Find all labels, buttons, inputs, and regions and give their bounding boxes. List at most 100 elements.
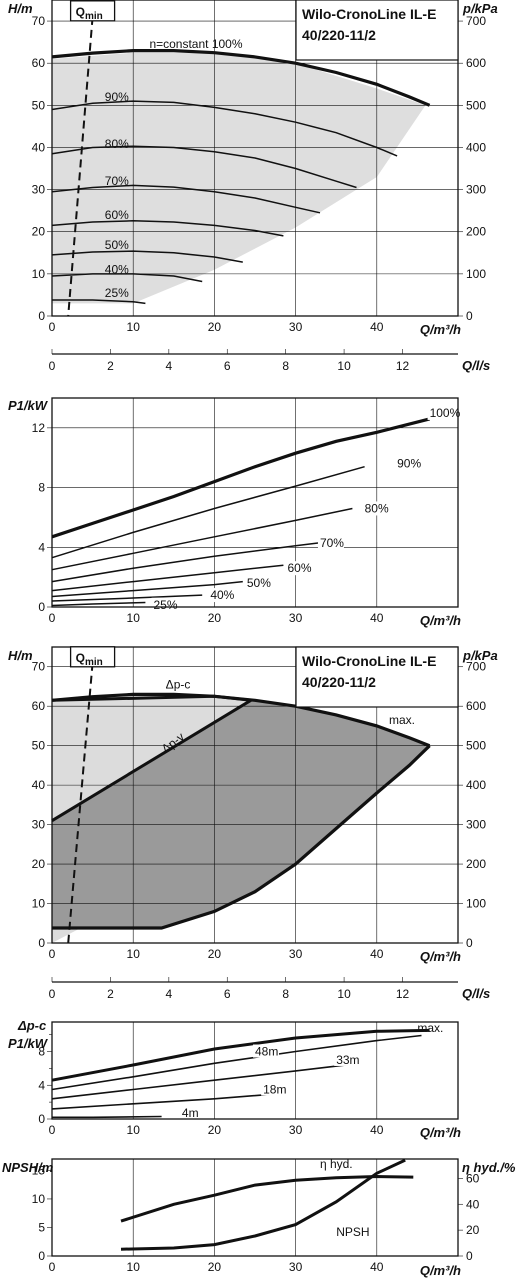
x-tick-label: 30 (289, 320, 303, 334)
dp-c-line (51, 694, 252, 702)
y2-axis-title: p/kPa (462, 1, 498, 16)
power-curve-60 (51, 564, 284, 592)
power-curve-label: 48m (255, 1045, 278, 1059)
y-tick-label: 60 (32, 56, 46, 70)
npsh-curve (120, 1158, 406, 1251)
speed-curve-label: 80% (105, 137, 129, 151)
y2-axis-title: p/kPa (462, 648, 498, 663)
power-curve-25 (51, 601, 146, 607)
qmin-line (67, 662, 94, 944)
secondary-tick-label: 10 (337, 987, 351, 1001)
y2-tick-label: 300 (466, 183, 486, 197)
y2-axis-title: η hyd./% (462, 1160, 516, 1175)
max-label: max. (389, 713, 415, 727)
y-tick-label: 60 (32, 699, 46, 713)
x-tick-label: 0 (49, 947, 56, 961)
label-mask (362, 501, 389, 516)
power-curve-label: 40% (210, 588, 234, 602)
label-mask (151, 597, 178, 612)
y-tick-label: 20 (32, 225, 46, 239)
y-tick-label: 4 (38, 540, 45, 554)
y2-tick-label: 500 (466, 739, 486, 753)
x-axis-title: Q/m³/h (420, 1263, 461, 1278)
speed-curve-label: 25% (105, 286, 129, 300)
y2-tick-label: 400 (466, 140, 486, 154)
y-tick-label: 0 (38, 1112, 45, 1126)
x-tick-label: 30 (289, 1123, 303, 1137)
x-tick-label: 30 (289, 611, 303, 625)
y2-tick-label: 20 (466, 1223, 480, 1237)
speed-curve-label: 50% (105, 238, 129, 252)
label-mask (179, 1106, 198, 1120)
y-tick-label: 10 (32, 267, 46, 281)
x-axis-title: Q/m³/h (420, 1125, 461, 1140)
secondary-tick-label: 2 (107, 359, 114, 373)
speed-curve-90 (51, 100, 398, 157)
secondary-axis-title: Q/l/s (462, 358, 490, 373)
x-tick-label: 20 (208, 947, 222, 961)
y2-tick-label: 200 (466, 857, 486, 871)
speed-curve-50 (51, 250, 243, 263)
y-tick-label: 40 (32, 140, 46, 154)
y-tick-label: 40 (32, 778, 46, 792)
secondary-tick-label: 6 (224, 987, 231, 1001)
speed-curve-label: 90% (105, 90, 129, 104)
product-title-line: Wilo-CronoLine IL-E (302, 6, 436, 22)
qmin-label: Qmin (76, 651, 103, 668)
x-axis-title: Q/m³/h (420, 322, 461, 337)
y-tick-label: 50 (32, 98, 46, 112)
y2-tick-label: 300 (466, 818, 486, 832)
y2-tick-label: 400 (466, 778, 486, 792)
y2-tick-label: 600 (466, 699, 486, 713)
speed-curve-70 (51, 184, 321, 214)
power-curve-40 (51, 594, 203, 602)
chart-frame (51, 1021, 459, 1120)
chart-frame (51, 397, 459, 608)
secondary-tick-label: 4 (165, 987, 172, 1001)
power-curve-label: 100% (430, 406, 461, 420)
y2-tick-label: 600 (466, 56, 486, 70)
x-tick-label: 40 (370, 947, 384, 961)
y2-tick-label: 0 (466, 309, 473, 323)
power-curve-33m (51, 1063, 353, 1100)
x-tick-label: 20 (208, 1260, 222, 1274)
x-tick-label: 30 (289, 947, 303, 961)
speed-curve-nconstant100 (51, 49, 431, 107)
control-area (52, 700, 430, 928)
x-tick-label: 40 (370, 611, 384, 625)
y2-tick-label: 0 (466, 1249, 473, 1263)
power-curve-48m (51, 1034, 422, 1091)
x-tick-label: 40 (370, 320, 384, 334)
y-axis-title: NPSH/m (2, 1160, 54, 1175)
speed-curve-80 (51, 145, 357, 189)
power-curve-100 (51, 417, 430, 539)
speed-curve-label: n=constant 100% (149, 37, 242, 51)
y-tick-label: 30 (32, 183, 46, 197)
y-tick-label: 12 (32, 421, 46, 435)
y-axis-title: P1/kW (8, 398, 49, 413)
label-mask (427, 405, 462, 420)
x-tick-label: 20 (208, 611, 222, 625)
speed-curve-label: 70% (105, 174, 129, 188)
secondary-tick-label: 12 (396, 987, 410, 1001)
y-tick-label: 4 (38, 1078, 45, 1092)
power-curve-18m (51, 1092, 280, 1110)
y-tick-label: 0 (38, 1249, 45, 1263)
power-curve-90 (51, 465, 365, 559)
power-curve-80 (51, 507, 353, 571)
x-axis-title: Q/m³/h (420, 613, 461, 628)
y-tick-label: 20 (32, 857, 46, 871)
x-tick-label: 0 (49, 611, 56, 625)
y2-tick-label: 700 (466, 14, 486, 28)
y-tick-label: 0 (38, 936, 45, 950)
power-curve-label: 90% (397, 457, 421, 471)
y-tick-label: 50 (32, 739, 46, 753)
y2-tick-label: 0 (466, 936, 473, 950)
power-curve-label: max. (417, 1021, 443, 1035)
power-curve-50 (51, 580, 243, 598)
speed-curve-label: 40% (105, 263, 129, 277)
max-curve (51, 692, 431, 748)
product-title-line: 40/220-11/2 (302, 27, 376, 43)
y-tick-label: 10 (32, 1192, 46, 1206)
